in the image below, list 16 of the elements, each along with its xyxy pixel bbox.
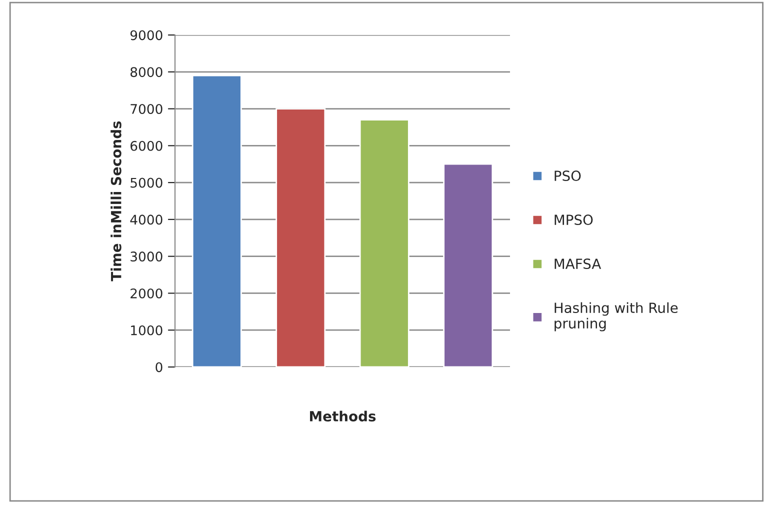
y-tick-label: 5000 — [130, 178, 162, 188]
y-tick-label: 6000 — [130, 140, 162, 151]
y-axis-title: Time inMilli Seconds — [110, 121, 122, 282]
y-tick-label: 2000 — [130, 288, 162, 298]
y-tick-label: 8000 — [130, 67, 162, 78]
y-tick-label: 3000 — [130, 252, 162, 262]
y-tick-label: 7000 — [130, 104, 162, 114]
x-axis-title: Methods — [310, 410, 376, 422]
y-tick-label: 0 — [156, 362, 162, 372]
legend-label: PSO — [554, 170, 581, 182]
legend-label: Hashing with Rule pruning — [554, 302, 678, 332]
legend-label: MAFSA — [554, 258, 602, 270]
legend-label: MPSO — [554, 214, 593, 226]
y-tick-label: 4000 — [130, 214, 162, 225]
y-tick-label: 9000 — [130, 30, 162, 40]
y-tick-label: 1000 — [131, 325, 162, 336]
